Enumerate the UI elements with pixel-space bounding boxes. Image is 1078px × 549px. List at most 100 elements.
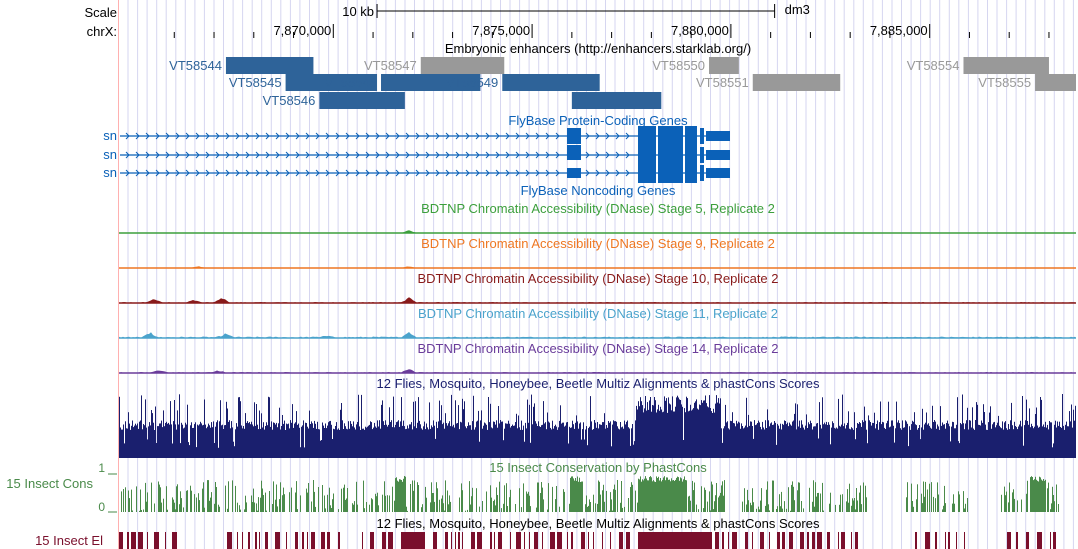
conserved-elements-track[interactable]: 12 Flies, Mosquito, Honeybee, Beetle Mul…	[35, 516, 1056, 549]
conserved-element	[807, 532, 809, 549]
multiz-bar	[320, 440, 321, 458]
multiz-bar	[173, 421, 174, 458]
enhancer-block[interactable]	[285, 74, 378, 91]
elements-side-label[interactable]: 15 Insect El	[35, 533, 103, 548]
multiz-bar	[668, 397, 669, 458]
dnase-track[interactable]: BDTNP Chromatin Accessibility (DNase) St…	[119, 271, 1076, 304]
phastcons-bar	[963, 491, 964, 512]
multiz-bar	[1042, 426, 1043, 458]
enhancer-label[interactable]: VT58551	[696, 75, 749, 90]
multiz-bar	[1000, 427, 1001, 458]
multiz-bar	[919, 425, 920, 458]
dnase-signal	[119, 297, 1076, 303]
phastcons-bar	[631, 482, 632, 512]
multiz-bar	[958, 441, 959, 458]
multiz-bar	[745, 425, 746, 458]
enhancer-label[interactable]: VT58544	[169, 58, 222, 73]
phastcons-side-label[interactable]: 15 Insect Cons	[6, 476, 93, 491]
dnase-track[interactable]: BDTNP Chromatin Accessibility (DNase) St…	[119, 236, 1076, 269]
multiz-bar	[574, 428, 575, 458]
multiz-bar	[832, 421, 833, 458]
dnase-track[interactable]: BDTNP Chromatin Accessibility (DNase) St…	[119, 341, 1076, 374]
phastcons-ymin-label: 0	[98, 500, 105, 514]
enhancer-block[interactable]	[319, 92, 405, 109]
multiz-bar	[341, 403, 342, 458]
phastcons-bar	[422, 504, 423, 512]
dnase-tracks[interactable]: BDTNP Chromatin Accessibility (DNase) St…	[119, 201, 1076, 374]
enhancer-block[interactable]	[709, 57, 739, 74]
strand-arrow	[405, 151, 410, 159]
enhancer-block[interactable]	[571, 92, 662, 109]
multiz-bar	[696, 399, 697, 458]
multiz-bar	[555, 424, 556, 458]
multiz-bar	[566, 422, 567, 458]
multiz-bar	[802, 424, 803, 458]
enhancer-block[interactable]	[225, 57, 314, 74]
enhancer-label[interactable]: VT58550	[652, 58, 705, 73]
multiz-bar	[351, 423, 352, 458]
multiz-bar	[264, 429, 265, 458]
multiz-bar	[527, 399, 528, 458]
enhancer-label[interactable]: VT58554	[907, 58, 960, 73]
phastcons-bar	[648, 480, 649, 512]
phastcons-bar	[765, 505, 766, 512]
enhancer-block[interactable]	[1035, 74, 1076, 91]
conserved-element	[915, 532, 917, 549]
multiz-bar	[521, 420, 522, 458]
enhancer-label[interactable]: VT58545	[229, 75, 282, 90]
enhancer-block[interactable]	[752, 74, 841, 91]
phastcons-bar	[187, 490, 188, 512]
multiz-bar	[835, 428, 836, 458]
multiz-bar	[499, 423, 500, 458]
dnase-track[interactable]: BDTNP Chromatin Accessibility (DNase) St…	[119, 306, 1076, 339]
phastcons-bar	[325, 508, 326, 512]
multiz-bar	[1008, 424, 1009, 458]
multiz-bar	[336, 422, 337, 458]
multiz-bar	[498, 406, 499, 458]
multiz-bar	[125, 421, 126, 458]
enhancers-track[interactable]: Embryonic enhancers (http://enhancers.st…	[169, 41, 1076, 109]
phastcons-bar	[711, 481, 712, 512]
multiz-bar	[299, 427, 300, 458]
enhancer-items[interactable]: VT58544 VT58547 VT58550 VT58554 VT58545 VT585…	[169, 57, 1076, 109]
conserved-element	[227, 532, 232, 549]
enhancer-block[interactable]	[963, 57, 1049, 74]
enhancer-block[interactable]	[381, 74, 481, 91]
multiz-bar	[672, 396, 673, 458]
phastcons-bar	[450, 501, 451, 512]
strand-arrow	[335, 132, 340, 140]
enhancer-label[interactable]: VT58546	[263, 93, 316, 108]
conserved-element	[338, 532, 340, 549]
phastcons-bar	[1038, 481, 1039, 512]
multiz-bar	[548, 421, 549, 458]
enhancer-label[interactable]: VT58555	[978, 75, 1031, 90]
phastcons-bar	[389, 495, 390, 512]
multiz-bar	[416, 428, 417, 458]
ruler-track[interactable]: Scale chrX: 10 kb dm3 7,870,000 7,875,000…	[84, 2, 1050, 39]
multiz-track[interactable]: 12 Flies, Mosquito, Honeybee, Beetle Mul…	[119, 376, 1076, 458]
enhancer-label[interactable]: VT58547	[364, 58, 417, 73]
multiz-bar	[329, 421, 330, 458]
multiz-bar	[717, 402, 718, 458]
strand-arrow	[215, 151, 220, 159]
enhancer-block[interactable]	[420, 57, 505, 74]
multiz-bar	[1056, 427, 1057, 458]
phastcons-bar	[766, 489, 767, 512]
multiz-bar	[699, 404, 700, 458]
multiz-bar	[697, 408, 698, 458]
multiz-bar	[681, 404, 682, 458]
enhancer-block[interactable]	[502, 74, 600, 91]
multiz-bar	[733, 423, 734, 458]
enhancer-label[interactable]: VT58549	[446, 75, 499, 90]
multiz-bar	[837, 428, 838, 458]
multiz-bar	[898, 420, 899, 458]
conserved-element	[477, 532, 482, 549]
enhancer-label[interactable]: VT58548	[324, 75, 377, 90]
phastcons-track[interactable]: 15 Insect Conservation by PhastCons 15 I…	[6, 460, 1059, 514]
phastcons-bar	[660, 478, 661, 512]
dnase-track[interactable]: BDTNP Chromatin Accessibility (DNase) St…	[119, 201, 1076, 234]
phastcons-bar	[935, 498, 936, 512]
